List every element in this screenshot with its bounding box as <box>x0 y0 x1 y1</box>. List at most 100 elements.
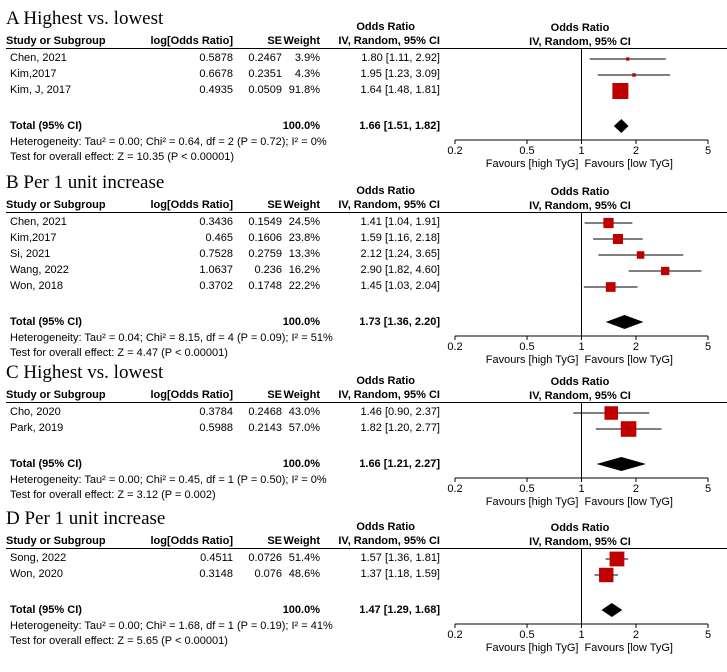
overall-effect-text: Test for overall effect: Z = 3.12 (P = 0… <box>10 489 216 501</box>
study-name: Wang, 2022 <box>10 264 69 276</box>
pooled-diamond <box>605 315 644 329</box>
study-marker <box>636 251 645 259</box>
study-name: Won, 2020 <box>10 568 64 580</box>
pooled-diamond <box>596 457 646 471</box>
total-ci: 1.66 [1.21, 2.27] <box>359 458 440 470</box>
x-tick-label: 0.5 <box>519 483 534 495</box>
favours-left-label: Favours [high TyG] <box>486 158 579 170</box>
study-marker <box>612 83 629 99</box>
study-log-or: 0.3784 <box>199 406 233 418</box>
study-se: 0.1549 <box>248 216 282 228</box>
study-log-or: 0.4935 <box>199 84 233 96</box>
forest-panel: C Highest vs. lowest Odds Ratio Study or S… <box>0 362 727 526</box>
total-label: Total (95% CI) <box>10 458 82 470</box>
x-tick-label: 0.5 <box>519 145 534 157</box>
study-ci: 1.64 [1.48, 1.81] <box>360 84 440 96</box>
forest-panel: B Per 1 unit increase Odds Ratio Study or … <box>0 172 727 366</box>
study-marker <box>605 282 616 292</box>
study-marker <box>612 233 623 245</box>
total-ci: 1.66 [1.51, 1.82] <box>359 120 440 132</box>
overall-effect-text: Test for overall effect: Z = 5.65 (P < 0… <box>10 635 228 647</box>
x-tick-label: 1 <box>578 341 584 353</box>
x-tick-label: 0.2 <box>447 629 462 641</box>
study-weight: 22.2% <box>288 280 320 292</box>
panel-title: A Highest vs. lowest <box>6 8 164 29</box>
study-se: 0.076 <box>254 568 282 580</box>
study-log-or: 1.0637 <box>199 264 233 276</box>
header-rule <box>6 48 443 49</box>
study-se: 0.2143 <box>248 422 282 434</box>
x-tick-label: 5 <box>705 145 711 157</box>
study-log-or: 0.3702 <box>199 280 233 292</box>
study-se: 0.236 <box>254 264 282 276</box>
favours-left-label: Favours [high TyG] <box>486 496 579 508</box>
x-tick-label: 0.2 <box>447 145 462 157</box>
study-weight: 16.2% <box>288 264 320 276</box>
heterogeneity-text: Heterogeneity: Tau² = 0.00; Chi² = 1.68,… <box>10 620 333 632</box>
forest-panel: A Highest vs. lowest Odds Ratio Study or S… <box>0 8 727 172</box>
study-ci: 1.95 [1.23, 3.09] <box>360 68 440 80</box>
header-ci: IV, Random, 95% CI <box>338 535 440 547</box>
header-se: SE <box>267 389 282 401</box>
pooled-diamond <box>613 119 629 133</box>
study-name: Chen, 2021 <box>10 52 67 64</box>
study-log-or: 0.7528 <box>199 248 233 260</box>
panel-title: B Per 1 unit increase <box>6 172 165 193</box>
header-odds-ratio: Odds Ratio <box>356 185 415 197</box>
study-weight: 3.9% <box>294 52 320 64</box>
plot-header-odds-ratio: Odds Ratio <box>551 522 610 534</box>
x-tick-label: 0.2 <box>447 483 462 495</box>
favours-right-label: Favours [low TyG] <box>585 354 673 366</box>
header-weight: Weight <box>283 35 320 47</box>
heterogeneity-text: Heterogeneity: Tau² = 0.00; Chi² = 0.64,… <box>10 136 327 148</box>
study-marker <box>661 266 670 276</box>
plot-header-odds-ratio: Odds Ratio <box>551 376 610 388</box>
study-se: 0.2351 <box>248 68 282 80</box>
study-se: 0.0726 <box>248 552 282 564</box>
header-study: Study or Subgroup <box>6 199 106 211</box>
x-tick-label: 5 <box>705 483 711 495</box>
study-log-or: 0.3148 <box>199 568 233 580</box>
total-weight: 100.0% <box>282 604 320 616</box>
study-ci: 1.45 [1.03, 2.04] <box>360 280 440 292</box>
study-weight: 48.6% <box>288 568 320 580</box>
x-tick-label: 2 <box>633 483 639 495</box>
x-tick-label: 1 <box>578 145 584 157</box>
header-ci: IV, Random, 95% CI <box>338 35 440 47</box>
x-tick-label: 5 <box>705 341 711 353</box>
study-log-or: 0.5988 <box>199 422 233 434</box>
header-odds-ratio: Odds Ratio <box>356 375 415 387</box>
study-weight: 43.0% <box>288 406 320 418</box>
header-odds-ratio: Odds Ratio <box>356 521 415 533</box>
header-ci: IV, Random, 95% CI <box>338 199 440 211</box>
study-weight: 13.3% <box>288 248 320 260</box>
study-se: 0.1748 <box>248 280 282 292</box>
study-ci: 1.41 [1.04, 1.91] <box>360 216 440 228</box>
total-weight: 100.0% <box>282 458 320 470</box>
overall-effect-text: Test for overall effect: Z = 4.47 (P < 0… <box>10 347 228 359</box>
study-name: Cho, 2020 <box>10 406 61 418</box>
study-weight: 91.8% <box>288 84 320 96</box>
study-marker <box>626 57 630 61</box>
header-weight: Weight <box>283 535 320 547</box>
study-weight: 23.8% <box>288 232 320 244</box>
header-weight: Weight <box>283 389 320 401</box>
total-ci: 1.47 [1.29, 1.68] <box>359 604 440 616</box>
forest-panel: D Per 1 unit increase Odds Ratio Study or … <box>0 508 727 672</box>
forest-plot-area: Odds Ratio IV, Random, 95% CI 0.2 0.5 1 2 5 Fav… <box>440 22 727 170</box>
study-name: Park, 2019 <box>10 422 64 434</box>
study-ci: 1.59 [1.16, 2.18] <box>360 232 440 244</box>
study-log-or: 0.3436 <box>199 216 233 228</box>
favours-right-label: Favours [low TyG] <box>585 158 673 170</box>
total-label: Total (95% CI) <box>10 604 82 616</box>
header-log-or: log[Odds Ratio] <box>150 535 234 547</box>
forest-plot-area: Odds Ratio IV, Random, 95% CI 0.2 0.5 1 2 5 Fav… <box>440 186 727 366</box>
forest-plot-area: Odds Ratio IV, Random, 95% CI 0.2 0.5 1 2 5 Fav… <box>440 376 727 508</box>
study-se: 0.0509 <box>248 84 282 96</box>
favours-right-label: Favours [low TyG] <box>585 642 673 654</box>
x-tick-label: 2 <box>633 629 639 641</box>
header-rule <box>6 212 443 213</box>
plot-header-ci: IV, Random, 95% CI <box>529 200 631 212</box>
study-log-or: 0.4511 <box>200 552 233 564</box>
plot-header-odds-ratio: Odds Ratio <box>551 186 610 198</box>
